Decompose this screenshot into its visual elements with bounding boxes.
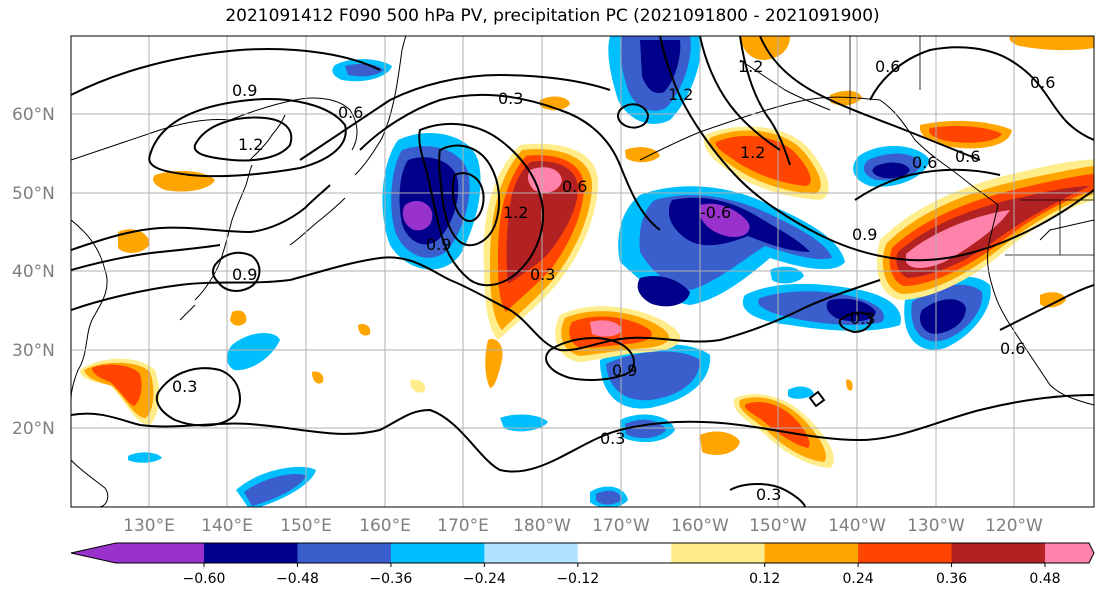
colorbar-segment [577, 543, 672, 563]
contour-label: 0.9 [232, 81, 257, 100]
colorbar-tick-label: 0.36 [936, 571, 967, 587]
map-title: 2021091412 F090 500 hPa PV, precipitatio… [225, 6, 880, 26]
lon-label: 150°E [280, 516, 332, 536]
colorbar-segment [297, 543, 392, 563]
contour-label: 0.3 [600, 429, 625, 448]
colorbar-tick-label: −0.60 [183, 571, 226, 587]
colorbar-tick-label: −0.36 [369, 571, 412, 587]
contour-label: 0.3 [756, 485, 781, 504]
lon-label: 140°W [828, 516, 886, 536]
border-lines [849, 36, 1094, 256]
colorbar-tick-label: 0.12 [749, 571, 780, 587]
contour-label: 1.2 [738, 57, 763, 76]
contour-label: -0.6 [700, 203, 731, 222]
lon-label: 130°W [907, 516, 965, 536]
lon-label: 140°E [201, 516, 253, 536]
longitude-axis: 130°E 140°E 150°E 160°E 170°E 180°W 170°… [123, 516, 1043, 536]
colorbar-segment [764, 543, 859, 563]
contour-label: 0.9 [852, 225, 877, 244]
colorbar-segment [671, 543, 766, 563]
contour-label: 0.6 [1000, 339, 1025, 358]
coastline-icon [71, 36, 1094, 507]
lat-label: 30°N [12, 341, 55, 361]
lon-label: 170°E [437, 516, 489, 536]
colorbar-tick-label: −0.24 [463, 571, 506, 587]
contour-label: 0.3 [850, 309, 875, 328]
colorbar-icon: −0.60 −0.48 −0.36 −0.24 −0.12 0.12 0.24 0.36 0.4… [70, 542, 1095, 587]
colorbar-outline [70, 542, 1095, 564]
contour-label: 1.2 [238, 135, 263, 154]
contour-label: 0.3 [530, 265, 555, 284]
lat-label: 40°N [12, 262, 55, 282]
contour-label: 1.2 [503, 203, 528, 222]
plot-frame [70, 35, 1095, 508]
lon-label: 150°W [749, 516, 807, 536]
map-layers: 0.9 1.2 0.6 0.3 1.2 0.6 0.9 1.2 0.3 1.2 … [71, 36, 1094, 507]
lon-label: 160°W [671, 516, 729, 536]
lat-label: 60°N [12, 105, 55, 125]
contour-label: 0.9 [232, 265, 257, 284]
colorbar-tick-label: −0.48 [276, 571, 319, 587]
negative-shading [128, 36, 991, 507]
lon-label: 130°E [123, 516, 175, 536]
lon-label: 180°W [513, 516, 571, 536]
contour-label: 0.6 [875, 57, 900, 76]
lat-label: 50°N [12, 184, 55, 204]
lon-label: 160°E [359, 516, 411, 536]
contour-label: 0.3 [498, 89, 523, 108]
contour-label: 0.3 [172, 377, 197, 396]
contour-label: 0.9 [612, 361, 637, 380]
contour-label: 0.9 [426, 235, 451, 254]
contour-label: 0.6 [912, 153, 937, 172]
lat-label: 20°N [12, 419, 55, 439]
latitude-axis: 60°N 50°N 40°N 30°N 20°N [12, 105, 55, 439]
colorbar-segment [858, 543, 953, 563]
colorbar-segment [1045, 543, 1094, 563]
contour-labels: 0.9 1.2 0.6 0.3 1.2 0.6 0.9 1.2 0.3 1.2 … [172, 57, 1055, 504]
contour-label: 0.6 [955, 147, 980, 166]
lon-label: 170°W [592, 516, 650, 536]
contour-label: 0.6 [562, 177, 587, 196]
colorbar-segment [484, 543, 579, 563]
colorbar-segment [390, 543, 485, 563]
contour-label: 0.6 [338, 103, 363, 122]
contour-0.3-south [71, 394, 1094, 473]
contour-label: 1.2 [740, 143, 765, 162]
colorbar-tick-label: 0.48 [1029, 571, 1060, 587]
colorbar-tick-label: 0.24 [843, 571, 874, 587]
pv-contours [71, 36, 1094, 507]
contour-label: 1.2 [668, 85, 693, 104]
colorbar-tick-label: −0.12 [556, 571, 599, 587]
colorbar-segment [951, 543, 1046, 563]
contour-label: 0.6 [1030, 73, 1055, 92]
lon-label: 120°W [985, 516, 1043, 536]
colorbar-segment [71, 543, 204, 563]
colorbar-segment [204, 543, 298, 563]
